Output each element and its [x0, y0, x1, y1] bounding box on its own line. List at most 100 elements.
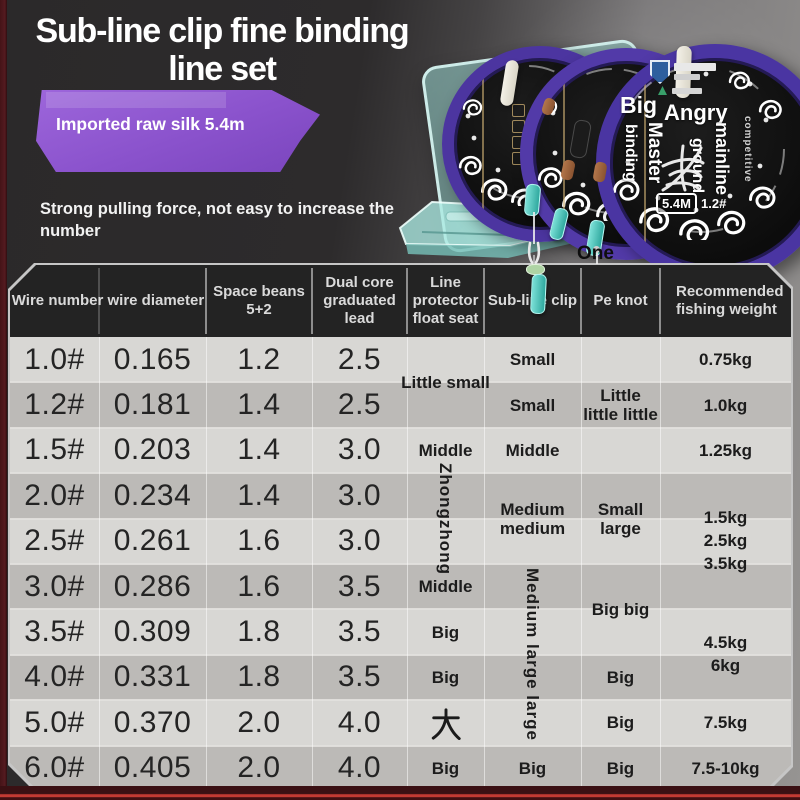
header-separator — [483, 268, 485, 334]
table-cell: 1.6 — [237, 524, 281, 558]
merged-cell-label: 1.25kg — [699, 440, 752, 460]
cloud-pattern — [613, 65, 785, 240]
row-separator — [10, 518, 791, 520]
table-cell: 2.0 — [237, 751, 281, 785]
table-cell: 0.405 — [113, 751, 192, 785]
table-cell: 1.0# — [24, 342, 85, 376]
banner-label: Imported raw silk 5.4m — [56, 114, 245, 134]
one-label: One — [577, 243, 614, 264]
spool-text-ground: ground — [689, 138, 706, 194]
gold-cjk-text-decoration — [512, 104, 525, 117]
table-cell: 0.309 — [113, 615, 192, 649]
merged-cell-label: 4.5kg 6kg — [703, 632, 748, 675]
table-cell: 0.234 — [113, 478, 192, 512]
merged-cell-label: Big — [606, 667, 635, 687]
merged-cell-label: Big — [518, 758, 547, 778]
table-cell: 6.0# — [24, 751, 85, 785]
brand-text-block-sub — [672, 88, 702, 94]
table-cell: 3.5# — [24, 615, 85, 649]
merged-cell-label: Zhongzhong — [436, 462, 456, 575]
column-separator — [484, 337, 486, 787]
table-cell: 4.0 — [337, 705, 382, 739]
column-separator — [206, 337, 208, 787]
header-separator — [311, 268, 313, 334]
row-separator — [10, 563, 791, 565]
table-cell: 2.0 — [237, 705, 281, 739]
merged-cell-label: Middle — [418, 440, 473, 460]
table-cell: 4.0 — [337, 751, 382, 785]
header-separator — [659, 268, 661, 334]
title-line-2: line set — [168, 50, 277, 88]
merged-cell-label: Big — [431, 622, 460, 642]
left-frame-strip — [0, 0, 7, 800]
teal-bead-over-header — [529, 273, 548, 315]
table-cell: 3.0# — [24, 569, 85, 603]
spec-table-inner: Wire number wire diameter Space beans 5+2… — [10, 265, 791, 787]
fishing-line-segment — [533, 212, 535, 244]
table-cell: 0.181 — [113, 388, 192, 422]
table-cell: 2.5 — [337, 342, 382, 376]
merged-cell-label: Little small — [401, 372, 490, 392]
table-cell: 0.370 — [113, 705, 192, 739]
table-cell: 2.5# — [24, 524, 85, 558]
table-cell: 3.5 — [337, 569, 382, 603]
gold-accent-line — [643, 74, 646, 252]
table-cell: 0.331 — [113, 660, 192, 694]
column-separator — [312, 337, 314, 787]
fishing-line-segment — [596, 248, 598, 264]
row-separator — [10, 654, 791, 656]
merged-cell-label: 0.75kg — [699, 350, 752, 370]
title-line-1: Sub-line clip fine binding — [35, 12, 410, 50]
merged-cell-label: Medium medium — [484, 473, 581, 564]
calligraphy-glyph — [661, 144, 705, 192]
table-cell: 0.203 — [113, 433, 192, 467]
merged-cell-label: 7.5kg — [703, 713, 748, 733]
merged-cell-text: Medium medium — [499, 499, 566, 538]
header-separator — [205, 268, 207, 334]
merged-cell-label: Small large — [581, 473, 660, 564]
table-cell: 1.4 — [237, 433, 281, 467]
small-gray-bead — [593, 246, 600, 253]
column-separator — [407, 337, 409, 787]
merged-cell-label: Middle — [505, 440, 560, 460]
column-separator — [660, 337, 662, 787]
table-cell: 1.8 — [237, 660, 281, 694]
table-cell: 0.286 — [113, 569, 192, 603]
table-cell: 3.0 — [337, 433, 382, 467]
row-separator — [10, 608, 791, 610]
table-cell: 0.165 — [113, 342, 192, 376]
brand-logo — [650, 60, 720, 100]
spool-text-mainline: mainline — [712, 122, 732, 196]
merged-cell-label: Middle — [418, 577, 473, 597]
column-separator — [99, 337, 101, 787]
merged-cell-text: Little little little — [583, 386, 658, 425]
merged-cell-label: Little little little — [581, 382, 660, 427]
header-cell: Recommended fishing weight — [676, 283, 784, 318]
merged-cell-label: Big — [606, 758, 635, 778]
merged-cell-label — [407, 700, 484, 745]
table-cell: 4.0# — [24, 660, 85, 694]
brand-text-block — [674, 63, 716, 71]
row-separator — [10, 699, 791, 701]
spool-text-competitive: competitive — [742, 116, 753, 183]
merged-cell-label: Small — [509, 395, 556, 415]
table-cell: 1.2 — [237, 342, 281, 376]
table-cell: 1.8 — [237, 615, 281, 649]
column-separator — [581, 337, 583, 787]
table-cell: 3.5 — [337, 660, 382, 694]
purple-banner — [36, 90, 320, 172]
length-badge: 5.4M — [656, 193, 697, 214]
merged-cell-label: Big — [431, 667, 460, 687]
table-cell: 0.261 — [113, 524, 192, 558]
table-cell: 1.6 — [237, 569, 281, 603]
header-cell: Wire number wire diameter — [11, 292, 205, 309]
merged-cell-label: 7.5-10kg — [691, 758, 760, 778]
spool-text-big: Big — [620, 92, 658, 118]
merged-cell-label: Big — [431, 758, 460, 778]
header-cell: Pe knot — [593, 292, 648, 309]
dai-character-glyph — [429, 706, 463, 740]
header-separator — [406, 268, 408, 334]
bottom-frame-strip — [0, 786, 800, 800]
merged-cell-label: 1.0kg — [703, 395, 748, 415]
spec-table: Wire number wire diameter Space beans 5+2… — [8, 263, 793, 789]
